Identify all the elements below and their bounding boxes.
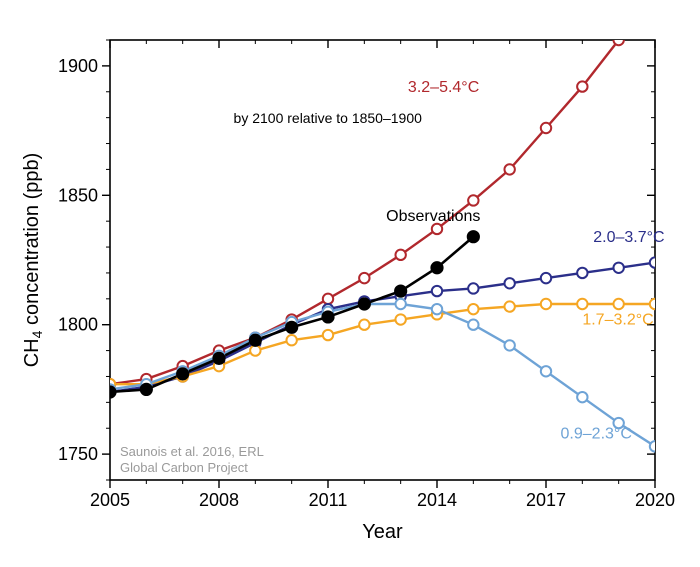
x-tick-label: 2017	[526, 490, 566, 510]
series-label-rcp26: 0.9–2.3°C	[561, 426, 632, 443]
series-label-rcp60: 2.0–3.7°C	[593, 229, 664, 246]
x-tick-label: 2014	[417, 490, 457, 510]
series-marker-rcp26	[395, 299, 405, 309]
series-marker-rcp60	[613, 263, 623, 273]
series-marker-obs	[213, 353, 224, 364]
series-marker-rcp45	[613, 299, 623, 309]
series-marker-rcp60	[504, 278, 514, 288]
series-marker-rcp85	[323, 294, 333, 304]
chart-container: 2005 2008 2011 2014 2017 2020 1750 1800 1850 1900…	[0, 0, 700, 567]
series-marker-rcp26	[504, 340, 514, 350]
y-tick-label: 1850	[58, 185, 98, 205]
series-marker-rcp45	[577, 299, 587, 309]
y-tick-label: 1800	[58, 315, 98, 335]
series-marker-rcp26	[541, 366, 551, 376]
series-marker-obs	[431, 262, 442, 273]
x-tick-label: 2020	[635, 490, 675, 510]
series-marker-rcp60	[432, 286, 442, 296]
series-marker-rcp45	[286, 335, 296, 345]
series-marker-rcp60	[468, 283, 478, 293]
series-marker-rcp60	[577, 268, 587, 278]
series-marker-rcp45	[504, 301, 514, 311]
series-marker-rcp26	[577, 392, 587, 402]
series-marker-rcp85	[432, 224, 442, 234]
x-tick-label: 2011	[309, 490, 348, 510]
series-marker-rcp45	[395, 314, 405, 324]
series-marker-rcp85	[613, 35, 623, 45]
series-marker-rcp85	[541, 123, 551, 133]
methane-chart: 2005 2008 2011 2014 2017 2020 1750 1800 1850 1900…	[0, 0, 700, 567]
series-marker-obs	[395, 285, 406, 296]
series-label-obs: Observations	[386, 208, 480, 225]
series-marker-obs	[104, 386, 115, 397]
series-marker-rcp26	[432, 304, 442, 314]
series-marker-obs	[359, 298, 370, 309]
series-marker-rcp45	[650, 299, 660, 309]
series-marker-rcp45	[250, 345, 260, 355]
series-label-rcp45: 1.7–3.2°C	[582, 312, 653, 329]
series-marker-rcp85	[504, 164, 514, 174]
series-marker-rcp85	[468, 195, 478, 205]
series-marker-obs	[141, 384, 152, 395]
series-line-rcp60	[110, 263, 655, 392]
x-tick-label: 2008	[199, 490, 239, 510]
plot-frame	[110, 40, 655, 480]
series-marker-rcp45	[359, 320, 369, 330]
series-marker-obs	[250, 335, 261, 346]
series-marker-rcp26	[650, 441, 660, 451]
series-marker-rcp60	[541, 273, 551, 283]
series-marker-obs	[286, 322, 297, 333]
credit-line-2: Global Carbon Project	[120, 460, 248, 475]
y-axis-label: CH4 concentration (ppb)	[21, 153, 45, 368]
series-marker-rcp26	[468, 320, 478, 330]
series-line-rcp85	[110, 0, 655, 384]
series-marker-obs	[468, 231, 479, 242]
credit-line-1: Saunois et al. 2016, ERL	[120, 444, 264, 459]
series-marker-rcp45	[541, 299, 551, 309]
series-marker-rcp45	[468, 304, 478, 314]
y-tick-label: 1900	[58, 56, 98, 76]
series-label-rcp85: 3.2–5.4°C	[408, 79, 479, 96]
x-tick-label: 2005	[90, 490, 130, 510]
series-marker-rcp60	[650, 257, 660, 267]
series-marker-rcp85	[395, 250, 405, 260]
series-marker-rcp45	[323, 330, 333, 340]
x-axis-label: Year	[362, 521, 403, 543]
series-marker-obs	[177, 368, 188, 379]
series-marker-obs	[322, 311, 333, 322]
series-marker-rcp85	[359, 273, 369, 283]
y-tick-label: 1750	[58, 444, 98, 464]
series-marker-rcp85	[577, 81, 587, 91]
annotation-subtitle: by 2100 relative to 1850–1900	[234, 110, 423, 126]
